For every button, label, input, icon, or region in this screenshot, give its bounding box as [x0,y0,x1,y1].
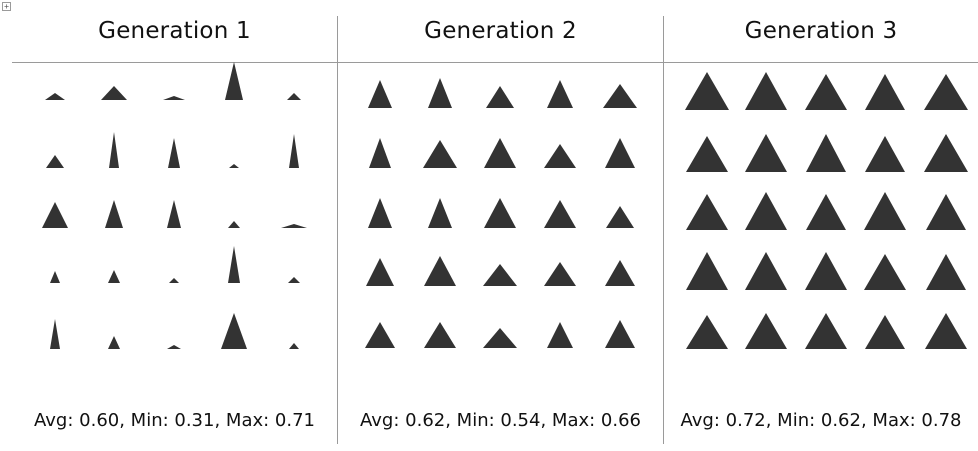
triangle-icon [865,74,905,110]
triangle-icon [544,144,576,168]
triangle-icon [865,315,905,349]
triangle-icon [287,93,301,100]
triangle-icon [805,313,847,349]
generation-panel-3: Generation 3 Avg: 0.72, Min: 0.62, Max: … [664,0,978,451]
triangle-icon [366,258,394,286]
triangle-icon [544,200,576,228]
triangle-icon [484,138,516,168]
triangle-icon [805,74,847,110]
triangle-icon [686,315,728,349]
panel-title: Generation 2 [424,18,577,44]
panel-title: Generation 3 [744,18,898,44]
triangle-grid [42,62,307,349]
triangle-icon [745,134,787,172]
column-divider [337,16,338,444]
triangle-icon [108,270,120,283]
triangle-grid [365,78,637,348]
triangle-icon [483,328,517,348]
triangle-icon [368,80,392,108]
panel-stats: Avg: 0.62, Min: 0.54, Max: 0.66 [360,410,641,431]
header-rule [12,62,978,63]
triangle-icon [167,345,181,349]
triangle-icon [424,256,456,286]
triangle-icon [926,194,966,230]
triangle-icon [547,322,573,348]
triangle-icon [428,78,452,108]
triangle-icon [163,96,185,100]
triangle-icon [686,252,728,290]
triangle-icon [225,62,243,100]
triangle-icon [42,202,68,228]
triangle-icon [109,132,119,168]
triangle-icon [745,313,787,349]
triangle-icon [108,336,120,349]
triangle-icon [424,322,456,348]
triangle-icon [924,74,968,110]
triangle-icon [169,278,179,283]
triangle-icon [229,164,239,168]
triangle-icon [365,322,395,348]
triangle-icon [288,277,300,283]
triangle-icon [865,136,905,172]
triangle-icon [289,343,299,349]
triangle-icon [605,260,635,286]
column-divider [663,16,664,444]
triangle-icon [544,262,576,286]
triangle-icon [864,192,906,230]
panel-title: Generation 1 [98,18,251,44]
panel-stats: Avg: 0.60, Min: 0.31, Max: 0.71 [34,410,315,431]
triangle-icon [686,194,728,230]
triangle-icon [605,138,635,168]
triangle-icon [167,200,181,228]
triangle-icon [228,221,240,228]
triangle-icon [105,200,123,228]
triangle-icon [745,252,787,290]
triangle-icon [806,194,846,230]
triangle-icon [289,134,299,168]
triangle-icon [101,86,127,100]
triangle-icon [428,198,452,228]
triangle-icon [369,138,391,168]
triangle-icon [745,192,787,230]
triangle-icon [368,198,392,228]
triangle-icon [221,313,247,349]
triangle-icon [805,252,847,290]
table-anchor-icon[interactable]: + [2,2,11,11]
triangle-icon [281,224,307,228]
triangle-icon [483,264,517,286]
triangle-icon [423,140,457,168]
triangle-icon [864,254,906,290]
triangle-icon [50,319,60,349]
triangle-icon [605,320,635,348]
panel-stats: Avg: 0.72, Min: 0.62, Max: 0.78 [680,410,962,431]
triangle-icon [168,138,180,168]
triangle-grid [685,72,968,349]
triangle-icon [806,134,846,172]
triangle-icon [486,86,514,108]
triangle-icon [484,198,516,228]
triangle-icon [924,134,968,172]
triangle-icon [745,72,787,110]
triangle-icon [926,254,966,290]
triangle-icon [606,206,634,228]
triangle-icon [547,80,573,108]
triangle-icon [685,72,729,110]
triangle-icon [603,84,637,108]
triangle-icon [45,93,65,100]
triangle-icon [228,246,240,283]
triangle-icon [925,313,967,349]
triangle-icon [50,271,60,283]
generation-panel-2: Generation 2 Avg: 0.62, Min: 0.54, Max: … [338,0,663,451]
generation-panel-1: Generation 1 Avg: 0.60, Min: 0.31, Max: … [12,0,337,451]
triangle-icon [46,155,64,168]
triangle-icon [686,136,728,172]
